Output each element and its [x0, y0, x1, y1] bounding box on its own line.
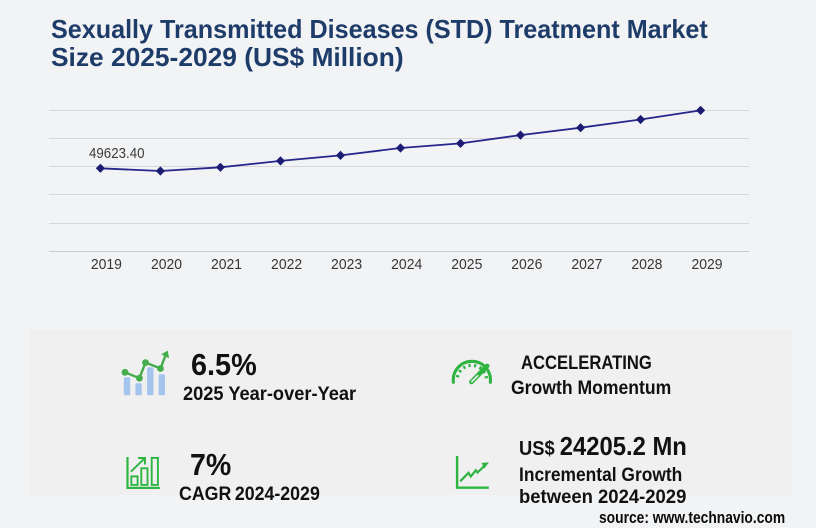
svg-text:2029: 2029	[691, 256, 722, 273]
svg-text:2019: 2019	[91, 256, 122, 273]
svg-text:2028: 2028	[631, 256, 662, 273]
svg-text:2024: 2024	[391, 256, 422, 273]
svg-text:2026: 2026	[511, 256, 542, 273]
svg-text:49623.40: 49623.40	[89, 145, 145, 162]
svg-text:2023: 2023	[331, 256, 362, 273]
svg-text:2020: 2020	[151, 256, 182, 273]
svg-text:2021: 2021	[211, 256, 242, 273]
svg-text:2022: 2022	[271, 256, 302, 273]
svg-text:2025: 2025	[451, 256, 482, 273]
svg-text:2027: 2027	[571, 256, 602, 273]
